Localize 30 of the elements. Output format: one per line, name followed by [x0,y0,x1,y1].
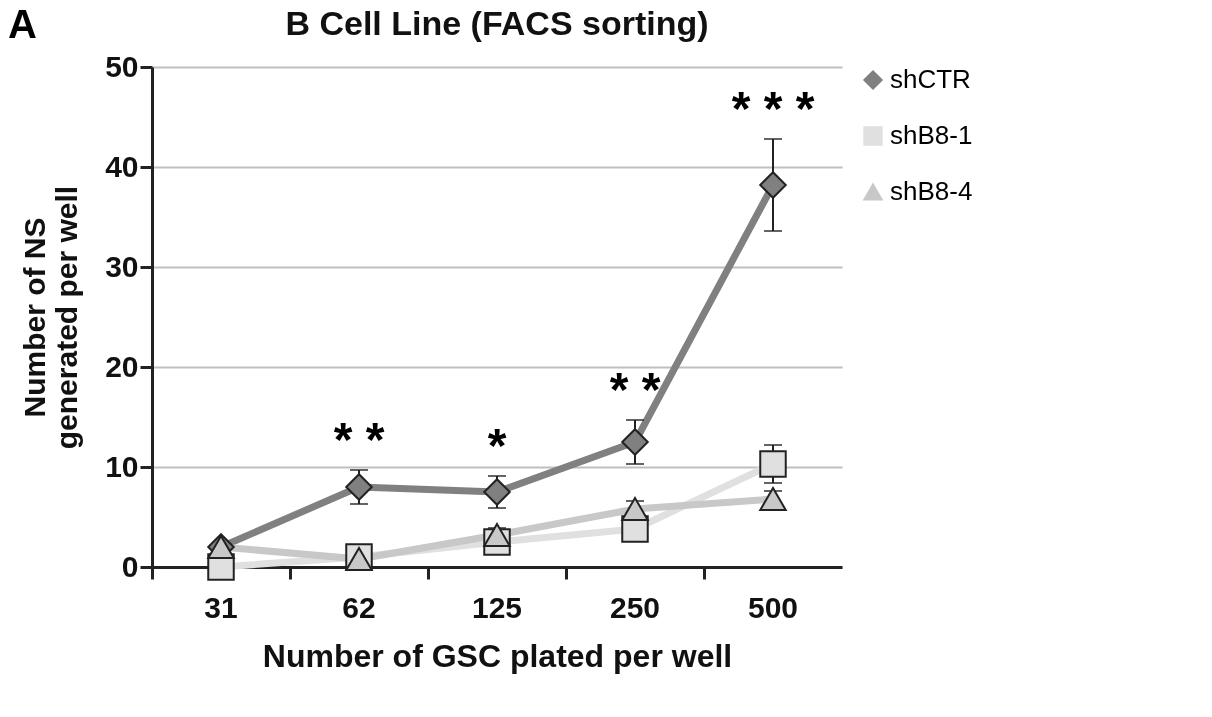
point [621,428,649,456]
annotation: * * * [731,82,815,135]
chart-title: B Cell Line (FACS sorting) [285,4,709,42]
point [759,171,787,199]
y-tick-label: 50 [105,49,139,83]
legend-label: shCTR [890,64,971,94]
x-tick-label: 250 [609,590,661,624]
text: A [8,2,37,47]
point [483,478,511,506]
annotation: * * [609,363,661,416]
x-tick-label: 62 [342,590,376,624]
x-axis-title: Number of GSC plated per well [262,637,733,674]
y-tick-label: 30 [105,249,139,283]
x-tick-label: 500 [747,590,799,624]
x-tick-label: 31 [204,590,238,624]
point [759,450,787,478]
y-tick-label: 0 [121,549,139,583]
point [759,486,787,512]
annotation: * [487,419,507,472]
annotation: * * [333,413,385,466]
legend-label: shB8-4 [890,176,973,206]
y-axis-title: Number of NS generated per well [18,185,84,450]
point [483,522,511,548]
y-tick-label: 10 [105,449,139,483]
y-tick-label: 40 [105,149,139,183]
y-tick-label: 20 [105,349,139,383]
x-tick-label: 125 [471,590,523,624]
point [345,473,373,501]
point [621,496,649,522]
legend-label: shB8-1 [890,120,973,150]
